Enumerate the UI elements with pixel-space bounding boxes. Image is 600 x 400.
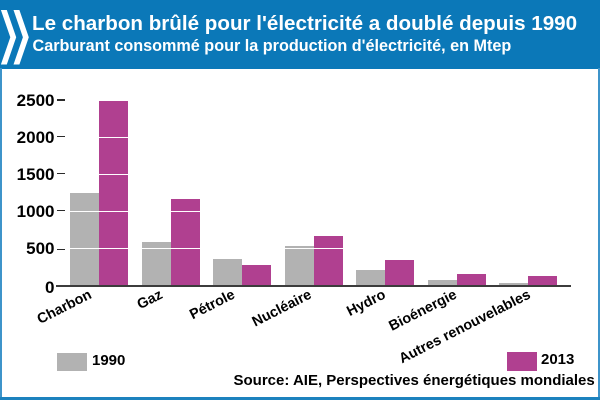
- svg-text:Gaz: Gaz: [135, 287, 166, 313]
- svg-text:Hydro: Hydro: [344, 287, 388, 320]
- svg-text:Nucléaire: Nucléaire: [250, 287, 315, 331]
- svg-text:Pétrole: Pétrole: [187, 287, 237, 323]
- svg-text:Charbon: Charbon: [35, 287, 95, 328]
